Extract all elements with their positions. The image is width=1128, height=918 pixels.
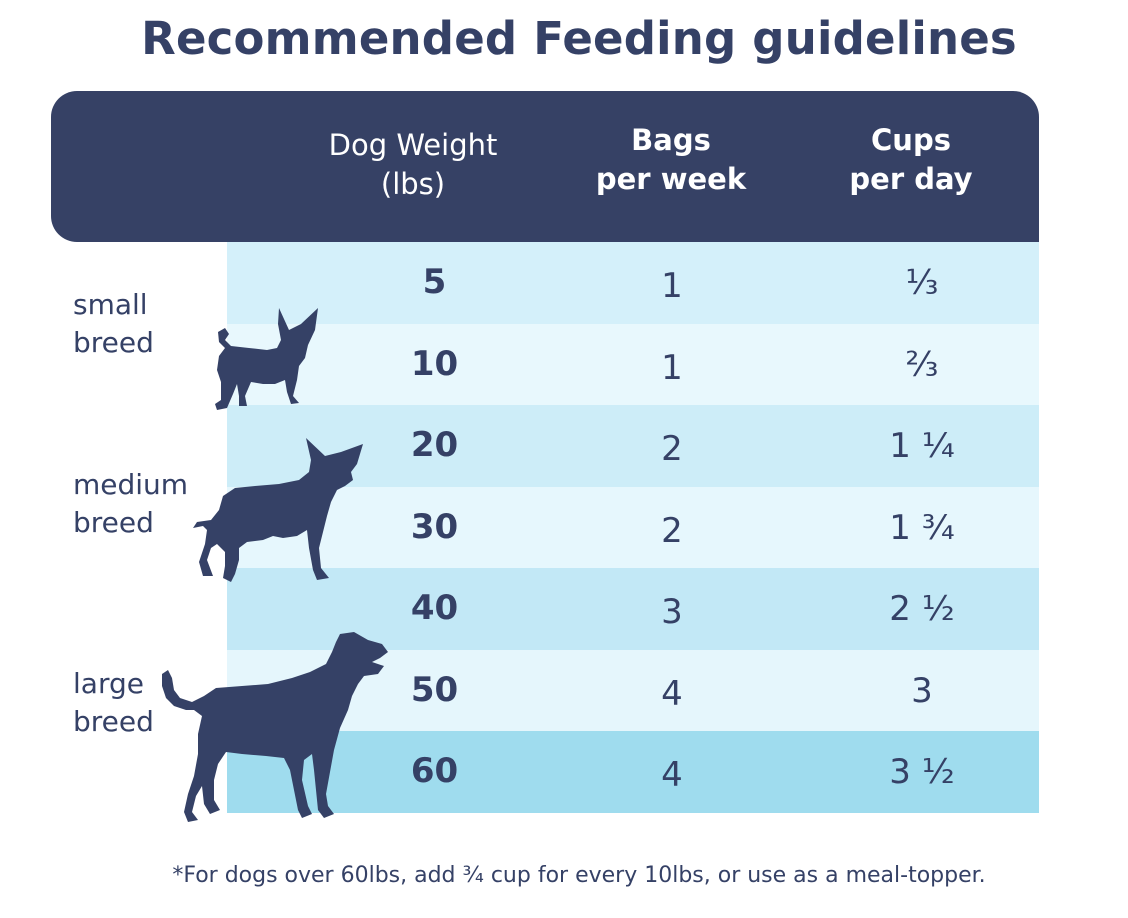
table-body: 5 1 ⅓ 10 1 ⅔ 20 2 1 ¼ 30 2 1 ¾ 40 3 2 ½ … xyxy=(227,242,1039,813)
cell-weight: 60 xyxy=(410,751,459,791)
breed-label-small-line1: small xyxy=(73,288,148,321)
table-header: Dog Weight (lbs) Bags per week Cups per … xyxy=(51,91,1039,242)
breed-label-large-line1: large xyxy=(73,667,144,700)
medium-dog-silhouette-icon xyxy=(193,438,363,582)
cell-cups: ⅔ xyxy=(905,344,939,385)
small-dog-silhouette-icon xyxy=(215,308,318,410)
cell-bags: 4 xyxy=(661,755,683,795)
table-row: 30 2 1 ¾ xyxy=(227,486,1039,568)
cell-bags: 1 xyxy=(661,347,683,388)
breed-label-small: small breed xyxy=(73,286,154,362)
header-cups-per-day: Cups per day xyxy=(811,121,1011,199)
cell-cups: 2 ½ xyxy=(889,589,955,629)
table-row: 40 3 2 ½ xyxy=(227,568,1039,650)
breed-label-medium: medium breed xyxy=(73,466,188,542)
cell-cups: 3 ½ xyxy=(889,752,955,792)
cell-bags: 2 xyxy=(661,429,683,469)
header-bags-line2: per week xyxy=(595,162,747,196)
cell-weight: 50 xyxy=(410,669,459,710)
cell-weight: 10 xyxy=(410,343,459,384)
cell-weight: 20 xyxy=(410,425,459,465)
breed-label-large: large breed xyxy=(73,665,154,741)
cell-weight: 30 xyxy=(410,506,459,547)
cell-bags: 4 xyxy=(661,673,683,714)
cell-cups: 3 xyxy=(911,670,933,711)
header-cups-line1: Cups xyxy=(871,123,951,157)
table-row: 60 4 3 ½ xyxy=(227,731,1039,813)
cell-weight: 40 xyxy=(410,588,459,628)
breed-label-small-line2: breed xyxy=(73,326,154,359)
cell-bags: 1 xyxy=(661,266,683,306)
table-row: 10 1 ⅔ xyxy=(227,323,1039,405)
header-bags-per-week: Bags per week xyxy=(571,121,771,199)
cell-weight: 5 xyxy=(422,262,447,302)
header-dog-weight-line2: (lbs) xyxy=(380,167,446,201)
breed-label-medium-line2: breed xyxy=(73,506,154,539)
page-title: Recommended Feeding guidelines xyxy=(141,12,1017,65)
header-dog-weight-line1: Dog Weight xyxy=(328,128,498,162)
breed-label-large-line2: breed xyxy=(73,705,154,738)
footnote: *For dogs over 60lbs, add ¾ cup for ever… xyxy=(172,863,986,888)
cell-bags: 2 xyxy=(661,510,683,551)
header-cups-line2: per day xyxy=(849,162,973,196)
cell-cups: ⅓ xyxy=(905,263,939,303)
table-row: 5 1 ⅓ xyxy=(227,242,1039,324)
large-dog-silhouette-icon xyxy=(162,632,388,822)
breed-label-medium-line1: medium xyxy=(73,468,189,501)
cell-bags: 3 xyxy=(661,592,683,632)
cell-cups: 1 ¼ xyxy=(889,426,955,466)
header-dog-weight: Dog Weight (lbs) xyxy=(298,126,528,204)
cell-cups: 1 ¾ xyxy=(889,507,955,548)
header-bags-line1: Bags xyxy=(631,123,711,157)
